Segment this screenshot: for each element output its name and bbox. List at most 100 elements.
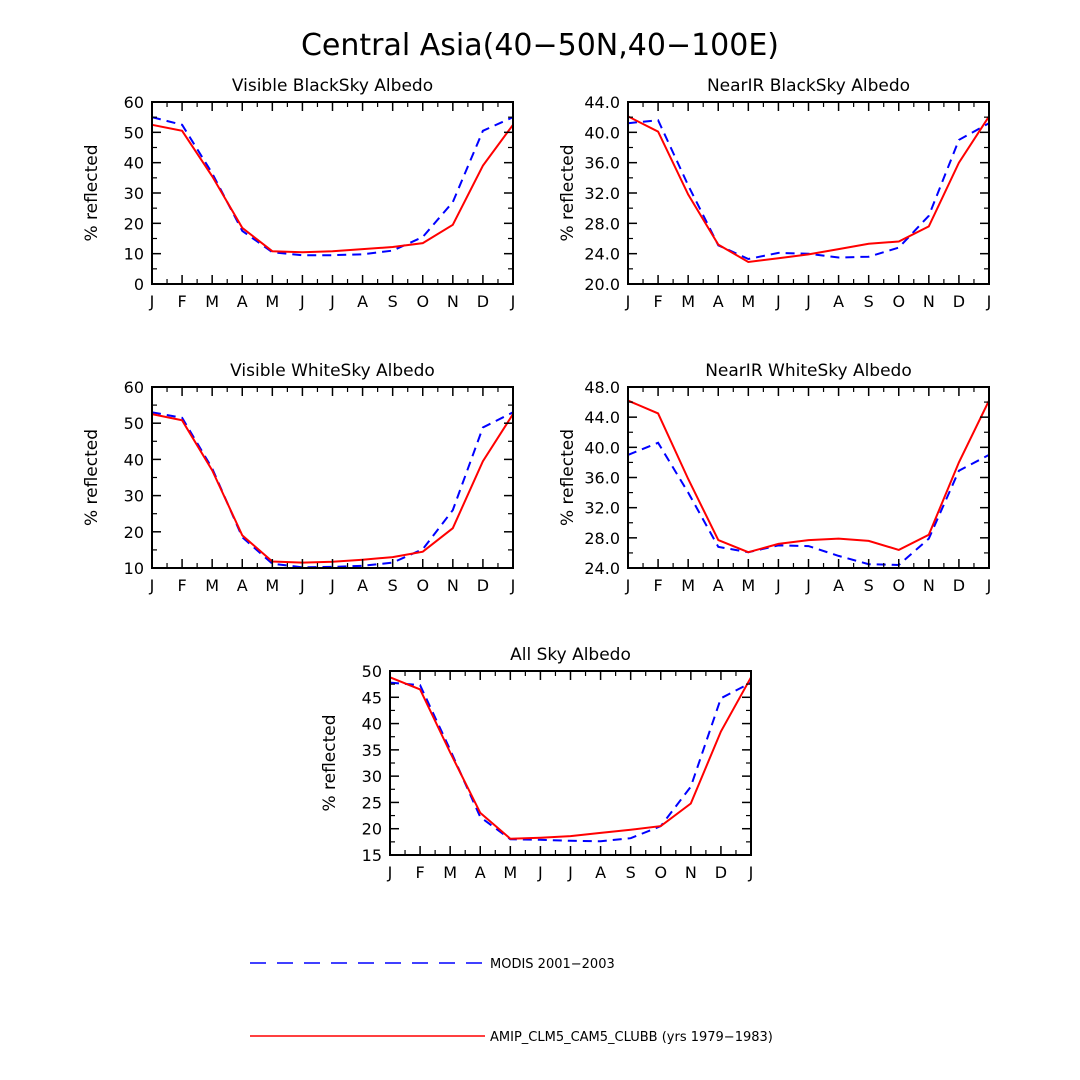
y-tick-label: 10 — [124, 245, 144, 264]
y-tick-label: 36.0 — [584, 154, 620, 173]
x-tick-label: S — [864, 292, 874, 311]
x-tick-label: F — [415, 863, 424, 882]
x-tick-label: M — [681, 292, 695, 311]
figure-title: Central Asia(40−50N,40−100E) — [301, 28, 779, 63]
y-axis-label: % reflected — [320, 714, 340, 811]
x-tick-label: J — [805, 576, 811, 595]
plot-frame — [151, 101, 514, 285]
x-tick-label: J — [149, 576, 155, 595]
x-tick-label: O — [892, 576, 905, 595]
modis-series-line — [627, 119, 990, 261]
x-tick-label: J — [537, 863, 543, 882]
x-tick-label: J — [299, 292, 305, 311]
x-tick-label: M — [265, 576, 279, 595]
x-tick-label: J — [775, 576, 781, 595]
x-tick-label: N — [685, 863, 697, 882]
x-tick-label: J — [149, 292, 155, 311]
x-tick-label: J — [625, 576, 631, 595]
legend-model-label: AMIP_CLM5_CAM5_CLUBB (yrs 1979−1983) — [490, 1030, 773, 1045]
y-tick-label: 36.0 — [584, 469, 620, 488]
x-tick-label: N — [447, 292, 459, 311]
y-tick-label: 40.0 — [584, 438, 620, 457]
model-series-line — [151, 123, 514, 254]
x-tick-label: F — [177, 292, 186, 311]
x-tick-label: D — [477, 292, 489, 311]
x-tick-label: J — [805, 292, 811, 311]
x-tick-label: F — [653, 292, 662, 311]
x-tick-label: M — [681, 576, 695, 595]
x-tick-label: O — [892, 292, 905, 311]
x-tick-label: S — [864, 576, 874, 595]
y-tick-label: 32.0 — [584, 184, 620, 203]
x-tick-label: A — [833, 292, 844, 311]
y-tick-label: 28.0 — [584, 214, 620, 233]
x-tick-label: A — [595, 863, 606, 882]
x-tick-label: M — [741, 576, 755, 595]
x-tick-label: A — [357, 576, 368, 595]
x-tick-label: J — [510, 292, 516, 311]
modis-series-line — [389, 681, 752, 843]
legend-modis-label: MODIS 2001−2003 — [490, 957, 615, 972]
y-tick-label: 60 — [124, 378, 144, 397]
y-tick-label: 44.0 — [584, 93, 620, 112]
x-tick-label: N — [923, 292, 935, 311]
x-tick-label: J — [775, 292, 781, 311]
x-tick-label: A — [237, 576, 248, 595]
y-tick-label: 35 — [362, 741, 382, 760]
y-tick-label: 44.0 — [584, 408, 620, 427]
y-tick-label: 24.0 — [584, 245, 620, 264]
x-tick-label: J — [299, 576, 305, 595]
y-tick-label: 25 — [362, 793, 382, 812]
y-tick-label: 30 — [124, 184, 144, 203]
chart-title: NearIR WhiteSky Albedo — [705, 361, 912, 381]
x-tick-label: N — [447, 576, 459, 595]
legend: MODIS 2001−2003 AMIP_CLM5_CAM5_CLUBB (yr… — [250, 957, 773, 1045]
y-tick-label: 60 — [124, 93, 144, 112]
model-series-line — [389, 676, 752, 840]
y-axis-label: % reflected — [82, 429, 102, 526]
y-tick-label: 15 — [362, 846, 382, 865]
y-tick-label: 40 — [124, 154, 144, 173]
y-tick-label: 20.0 — [584, 275, 620, 294]
x-tick-label: F — [653, 576, 662, 595]
modis-series-line — [151, 116, 514, 257]
model-series-line — [627, 115, 990, 264]
x-tick-label: M — [205, 292, 219, 311]
y-tick-label: 50 — [362, 662, 382, 681]
chart-title: NearIR BlackSky Albedo — [707, 76, 910, 96]
x-tick-label: D — [953, 292, 965, 311]
x-tick-label: O — [416, 292, 429, 311]
x-tick-label: S — [388, 292, 398, 311]
x-tick-label: J — [986, 576, 992, 595]
y-tick-label: 50 — [124, 123, 144, 142]
x-tick-label: M — [741, 292, 755, 311]
x-tick-label: D — [477, 576, 489, 595]
plot-frame — [627, 101, 990, 285]
x-tick-label: J — [387, 863, 393, 882]
x-tick-label: A — [713, 292, 724, 311]
y-axis-label: % reflected — [558, 144, 578, 241]
chart-title: Visible BlackSky Albedo — [232, 76, 433, 96]
y-tick-label: 50 — [124, 414, 144, 433]
chart-title: Visible WhiteSky Albedo — [230, 361, 435, 381]
x-tick-label: F — [177, 576, 186, 595]
plot-frame — [389, 670, 752, 856]
y-tick-label: 30 — [124, 487, 144, 506]
y-tick-label: 45 — [362, 688, 382, 707]
x-tick-label: O — [416, 576, 429, 595]
x-tick-label: S — [388, 576, 398, 595]
y-tick-label: 10 — [124, 559, 144, 578]
model-series-line — [151, 413, 514, 564]
modis-series-line — [151, 411, 514, 569]
x-tick-label: J — [625, 292, 631, 311]
x-tick-label: A — [237, 292, 248, 311]
x-tick-label: J — [510, 576, 516, 595]
y-tick-label: 0 — [134, 275, 144, 294]
x-tick-label: M — [503, 863, 517, 882]
